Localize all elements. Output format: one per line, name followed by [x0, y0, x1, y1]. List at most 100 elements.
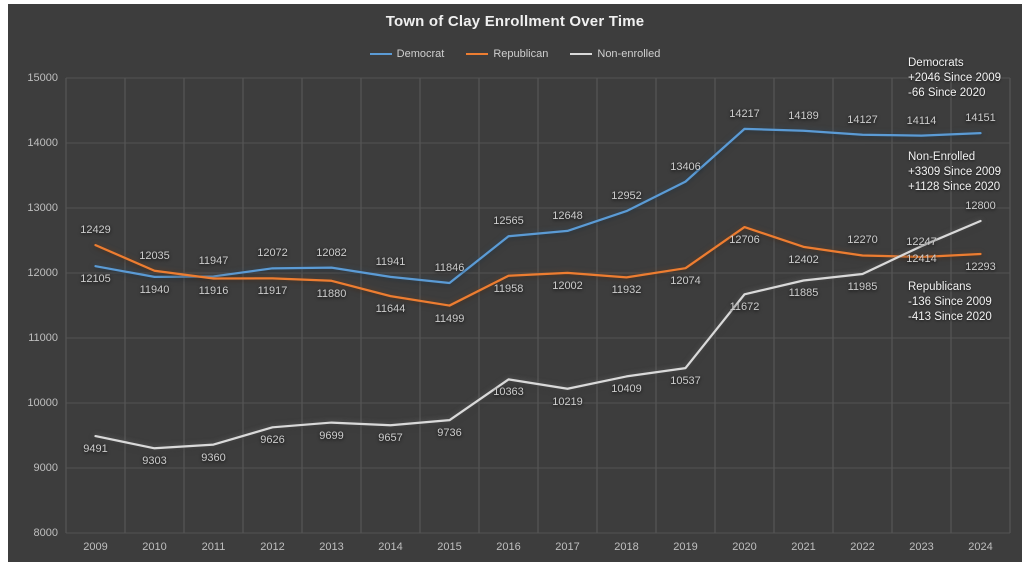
data-label-democrat: 14114 [906, 114, 937, 127]
data-label-democrat: 14189 [788, 109, 819, 122]
data-label-republican: 12074 [670, 275, 701, 288]
legend-label: Republican [493, 48, 549, 60]
data-label-democrat: 14217 [729, 107, 760, 120]
legend-item-republican: Republican [466, 48, 548, 60]
data-label-non-enrolled: 10219 [552, 395, 583, 408]
annotation-democrats: Democrats +2046 Since 2009 -66 Since 2020 [908, 56, 1001, 101]
data-label-non-enrolled: 9491 [83, 443, 108, 456]
series-line-republican [94, 225, 982, 307]
y-axis-tick-label: 13000 [27, 202, 58, 214]
data-label-republican: 11917 [257, 285, 288, 298]
data-label-democrat: 12105 [80, 273, 111, 286]
data-label-republican: 11958 [493, 282, 524, 295]
series-line-non-enrolled [94, 219, 982, 450]
data-label-non-enrolled: 9699 [319, 429, 344, 442]
data-label-non-enrolled: 9626 [260, 434, 285, 447]
data-label-non-enrolled: 9657 [378, 432, 403, 445]
data-label-democrat: 11940 [139, 283, 170, 296]
data-label-republican: 12706 [729, 234, 760, 247]
data-label-republican: 11916 [198, 285, 229, 298]
annotation-title: Republicans [908, 281, 972, 293]
legend-label: Non-enrolled [597, 48, 661, 60]
y-axis-tick-label: 10000 [27, 397, 58, 409]
plot-area [65, 77, 1011, 534]
x-axis-tick-label: 2015 [437, 541, 462, 553]
x-axis-tick-label: 2021 [791, 541, 816, 553]
data-label-democrat: 12072 [257, 247, 288, 260]
annotation-line: +3309 Since 2009 [908, 166, 1002, 178]
data-label-democrat: 11846 [434, 262, 465, 274]
y-axis-tick-label: 8000 [33, 527, 58, 539]
data-label-non-enrolled: 10363 [493, 386, 524, 399]
x-axis-tick-label: 2017 [555, 541, 580, 553]
data-label-republican: 12270 [847, 234, 878, 247]
chart-title: Town of Clay Enrollment Over Time [385, 13, 645, 30]
annotation-line: +2046 Since 2009 [908, 72, 1002, 84]
legend: Democrat Republican Non-enrolled [8, 48, 1022, 60]
legend-item-non-enrolled: Non-enrolled [570, 48, 660, 60]
data-label-democrat: 13406 [670, 160, 701, 173]
annotation-line: -66 Since 2020 [908, 87, 986, 99]
data-label-republican: 11644 [375, 303, 406, 316]
legend-swatch-icon [369, 53, 392, 55]
y-axis-tick-label: 14000 [27, 137, 58, 149]
x-axis-tick-label: 2011 [201, 541, 226, 553]
data-label-non-enrolled: 12800 [965, 200, 996, 212]
data-label-republican: 12293 [965, 260, 996, 273]
data-label-republican: 12429 [80, 224, 111, 237]
legend-item-democrat: Democrat [369, 48, 445, 60]
x-axis-tick-label: 2018 [614, 541, 639, 553]
data-label-republican: 12002 [552, 279, 583, 292]
y-axis-tick-label: 12000 [27, 267, 58, 279]
y-axis-tick-label: 15000 [27, 72, 58, 84]
series-line-democrat [94, 127, 982, 285]
y-axis-tick-label: 11000 [28, 332, 58, 344]
y-axis-tick-label: 9000 [33, 462, 58, 474]
data-label-democrat: 11941 [375, 255, 406, 268]
data-label-non-enrolled: 10409 [611, 383, 642, 396]
data-label-democrat: 14151 [965, 112, 996, 125]
data-label-democrat: 12082 [316, 246, 347, 259]
data-label-non-enrolled: 9360 [201, 451, 226, 464]
annotation-line: -413 Since 2020 [908, 311, 992, 323]
data-label-democrat: 12565 [493, 215, 524, 228]
data-label-non-enrolled: 10537 [670, 375, 701, 388]
enrollment-line-chart: Town of Clay Enrollment Over Time Democr… [8, 4, 1022, 562]
data-label-non-enrolled: 12414 [906, 253, 937, 266]
data-label-democrat: 12648 [552, 209, 583, 222]
x-axis-tick-label: 2009 [83, 541, 108, 553]
x-axis-tick-label: 2022 [850, 541, 875, 553]
x-axis-tick-label: 2014 [378, 541, 403, 553]
x-axis-tick-label: 2024 [968, 541, 993, 553]
data-label-democrat: 11947 [198, 255, 229, 268]
data-label-republican: 12247 [906, 235, 937, 248]
data-label-non-enrolled: 11885 [788, 287, 819, 300]
annotation-line: -136 Since 2009 [908, 296, 992, 308]
data-label-democrat: 12952 [611, 190, 642, 203]
data-label-republican: 12402 [788, 253, 819, 266]
legend-label: Democrat [396, 48, 445, 60]
x-axis-tick-label: 2019 [673, 541, 698, 553]
data-label-republican: 12035 [139, 249, 170, 262]
data-label-republican: 11932 [611, 284, 642, 297]
data-label-republican: 11499 [434, 312, 465, 325]
annotation-title: Non-Enrolled [908, 151, 976, 163]
annotation-title: Democrats [908, 57, 964, 69]
x-axis-tick-label: 2012 [260, 541, 285, 553]
data-label-republican: 11880 [316, 287, 347, 300]
x-axis-tick-label: 2020 [732, 541, 757, 553]
data-label-non-enrolled: 11672 [729, 301, 760, 314]
data-label-democrat: 14127 [847, 113, 878, 126]
x-axis-tick-label: 2016 [496, 541, 521, 553]
x-axis-tick-label: 2023 [909, 541, 934, 553]
annotation-non-enrolled: Non-Enrolled +3309 Since 2009 +1128 Since … [908, 150, 1001, 195]
data-label-non-enrolled: 9303 [142, 455, 167, 468]
x-axis-tick-label: 2010 [142, 541, 167, 553]
data-label-non-enrolled: 9736 [437, 427, 462, 440]
legend-swatch-icon [466, 53, 489, 55]
x-axis-tick-label: 2013 [319, 541, 344, 553]
data-label-non-enrolled: 11985 [847, 280, 878, 293]
legend-swatch-icon [570, 53, 593, 55]
annotation-republicans: Republicans -136 Since 2009 -413 Since 202… [908, 280, 992, 325]
